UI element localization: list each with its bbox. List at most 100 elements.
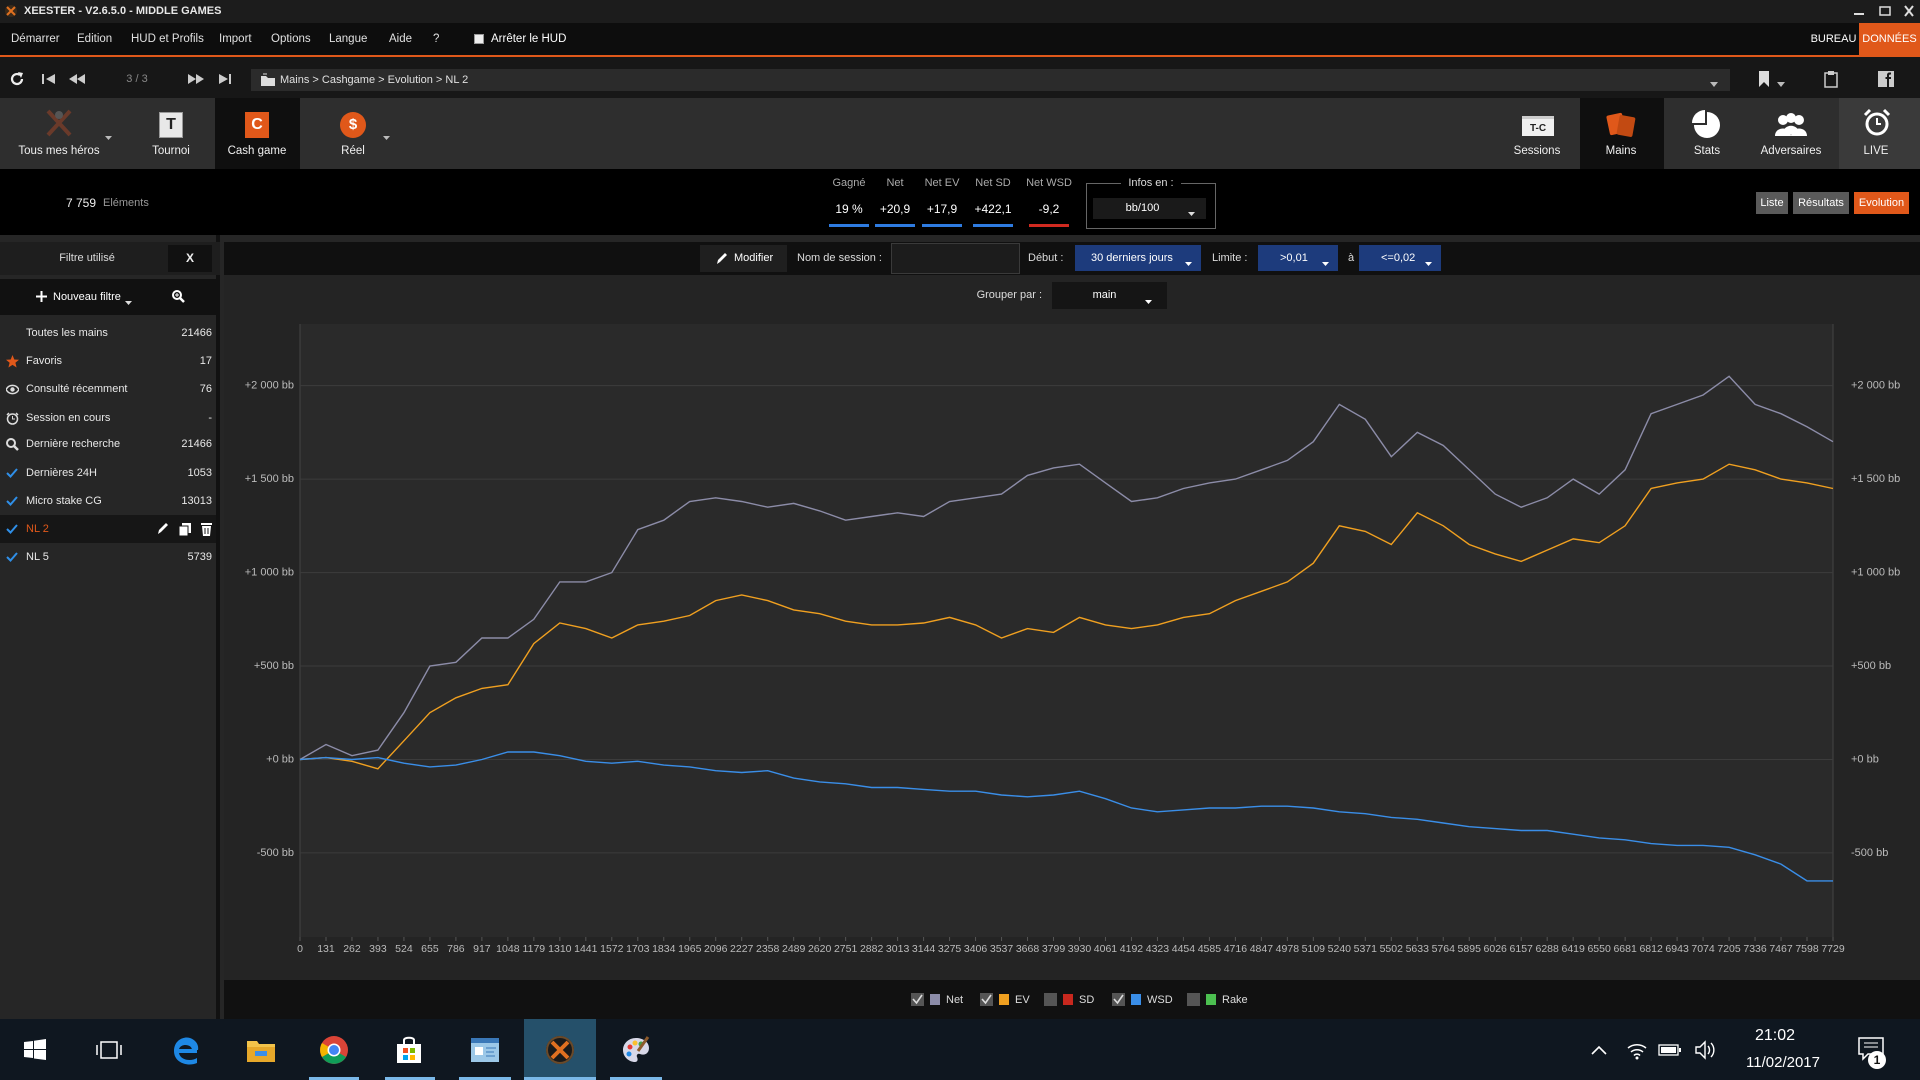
view-button[interactable]: Résultats	[1793, 192, 1849, 214]
toolbar-label[interactable]: LIVE	[1863, 145, 1889, 157]
session-input[interactable]	[891, 243, 1020, 274]
toolbar-label[interactable]: Adversaires	[1760, 145, 1822, 157]
delete-button[interactable]	[200, 522, 213, 536]
menu-item[interactable]: Démarrer	[11, 33, 60, 45]
menu-item[interactable]: Edition	[77, 33, 113, 45]
toolbar-label[interactable]: Réel	[341, 145, 365, 157]
toolbar-label[interactable]: Tous mes héros	[18, 145, 100, 157]
stat-label: Net SD	[975, 177, 1011, 189]
edge-app[interactable]	[171, 1035, 201, 1065]
toolbar-label[interactable]: Tournoi	[152, 145, 190, 157]
last-button[interactable]	[217, 72, 233, 86]
bookmark-button[interactable]	[1758, 70, 1770, 88]
modify-button[interactable]	[700, 245, 787, 272]
sidebar-item[interactable]: Dernière recherche	[26, 438, 121, 450]
menu-item[interactable]: HUD et Profils	[131, 33, 204, 45]
legend-checkbox[interactable]	[1187, 993, 1200, 1006]
clipboard-button[interactable]	[1823, 70, 1839, 88]
xeester-app[interactable]	[545, 1035, 575, 1065]
x-tick-label: 6288	[1536, 943, 1560, 955]
sidebar-item[interactable]: NL 2	[26, 523, 49, 535]
icon-shape	[1759, 71, 1769, 87]
start-button[interactable]	[24, 1039, 46, 1061]
cash-icon: C	[245, 112, 269, 138]
paint-app[interactable]	[621, 1035, 651, 1065]
toolbar-label[interactable]: Stats	[1693, 145, 1721, 157]
menu-item[interactable]: ?	[433, 33, 440, 45]
toolbar-label[interactable]: Sessions	[1513, 145, 1561, 157]
start-dropdown[interactable]: 30 derniers jours	[1075, 245, 1201, 271]
icon-shape	[1759, 71, 1769, 87]
sidebar-item[interactable]: Consulté récemment	[26, 383, 128, 395]
icon-shape	[1425, 262, 1432, 266]
close-button[interactable]	[1902, 5, 1916, 17]
battery-icon[interactable]	[1658, 1044, 1682, 1056]
view-button[interactable]: Evolution	[1854, 192, 1909, 214]
y-tick-label: -500 bb	[257, 847, 294, 859]
view-button[interactable]: Liste	[1756, 192, 1788, 214]
element-label: Eléments	[103, 197, 149, 209]
hud-toggle[interactable]: Arrêter le HUD	[491, 33, 567, 45]
search-button[interactable]	[172, 290, 185, 303]
chrome-app[interactable]	[319, 1035, 349, 1065]
menu-item[interactable]: Options	[271, 33, 311, 45]
bureau-tab[interactable]: BUREAU	[1810, 33, 1857, 45]
icon-shape	[546, 1036, 574, 1064]
icon-shape	[6, 552, 18, 562]
next-button[interactable]	[187, 72, 205, 86]
icon-shape	[486, 1047, 496, 1057]
group-dropdown[interactable]: main	[1052, 282, 1167, 309]
icon-shape	[188, 74, 204, 84]
sidebar-item[interactable]: Toutes les mains	[26, 327, 108, 339]
icon-shape	[329, 1045, 339, 1055]
x-tick-label: 4716	[1224, 943, 1248, 955]
explorer-app[interactable]	[246, 1037, 276, 1063]
legend-checkbox[interactable]	[1044, 993, 1057, 1006]
limit-max-dropdown[interactable]: <=0,02	[1359, 245, 1441, 271]
first-button[interactable]	[41, 72, 57, 86]
stat-underline	[829, 224, 869, 227]
task-view[interactable]	[96, 1040, 122, 1060]
sidebar-item[interactable]: Favoris	[26, 355, 63, 367]
icon-shape	[1627, 1044, 1647, 1060]
toolbar-label[interactable]: Mains	[1605, 145, 1637, 157]
hud-checkbox[interactable]	[474, 34, 484, 44]
new-filter[interactable]: Nouveau filtre	[53, 291, 121, 303]
app-window-icon[interactable]	[470, 1037, 500, 1063]
refresh-button[interactable]	[8, 70, 26, 88]
clock-date[interactable]: 11/02/2017	[1746, 1054, 1820, 1071]
infos-dropdown[interactable]: bb/100	[1093, 198, 1206, 219]
limit-min-dropdown[interactable]: >0,01	[1258, 245, 1338, 271]
icon-shape	[1658, 1044, 1679, 1056]
store-app[interactable]	[394, 1035, 424, 1065]
donnees-tab[interactable]: DONNÉES	[1859, 23, 1920, 55]
notification-button[interactable]	[1858, 1037, 1884, 1061]
stat-value: -9,2	[1038, 202, 1060, 216]
filter-clear[interactable]: X	[168, 245, 212, 272]
x-tick-label: 1048	[496, 943, 520, 955]
live-icon	[1862, 108, 1892, 138]
breadcrumb-box[interactable]	[251, 69, 1730, 91]
sidebar-item[interactable]: Micro stake CG	[26, 495, 102, 507]
dropdown-arrow	[1185, 256, 1192, 266]
facebook-button[interactable]	[1877, 70, 1895, 88]
volume-icon[interactable]	[1694, 1040, 1718, 1060]
restore-button[interactable]	[1878, 5, 1892, 17]
menu-item[interactable]: Langue	[329, 33, 368, 45]
sidebar-item[interactable]: Dernières 24H	[26, 467, 97, 479]
wifi-icon[interactable]	[1626, 1040, 1648, 1060]
app-logo	[4, 4, 18, 18]
toolbar-label[interactable]: Cash game	[227, 145, 287, 157]
prev-button[interactable]	[68, 72, 86, 86]
menu-item[interactable]: Import	[219, 33, 252, 45]
sidebar-item[interactable]: Session en cours	[26, 412, 111, 424]
tray-chevron[interactable]	[1590, 1044, 1608, 1056]
copy-button[interactable]	[178, 522, 192, 537]
menu-item[interactable]: Aide	[389, 33, 413, 45]
edit-button[interactable]	[156, 522, 169, 536]
minimize-button[interactable]	[1852, 5, 1866, 17]
sidebar-item[interactable]: NL 5	[26, 551, 49, 563]
running-indicator	[524, 1077, 596, 1080]
clock-time[interactable]: 21:02	[1754, 1027, 1796, 1044]
